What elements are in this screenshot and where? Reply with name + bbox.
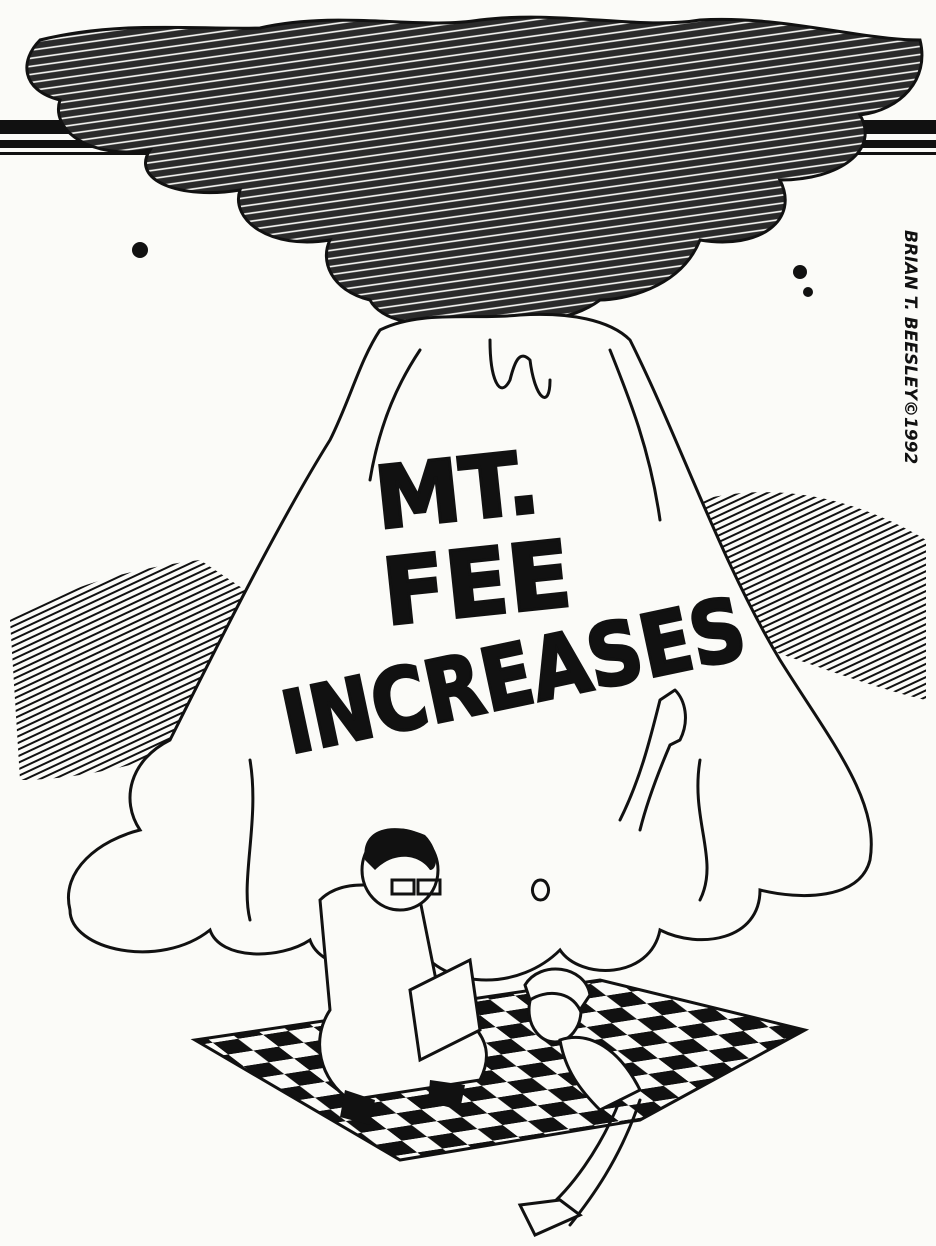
page: MT. FEE INCREASES BRIAN T. BEESLEY©1992 … <box>0 0 936 1246</box>
signature: BRIAN T. BEESLEY©1992 <box>900 230 920 464</box>
smoke-cloud <box>27 17 922 324</box>
cartoon: MT. FEE INCREASES BRIAN T. BEESLEY©1992 <box>0 0 936 1246</box>
blanket <box>195 980 805 1160</box>
